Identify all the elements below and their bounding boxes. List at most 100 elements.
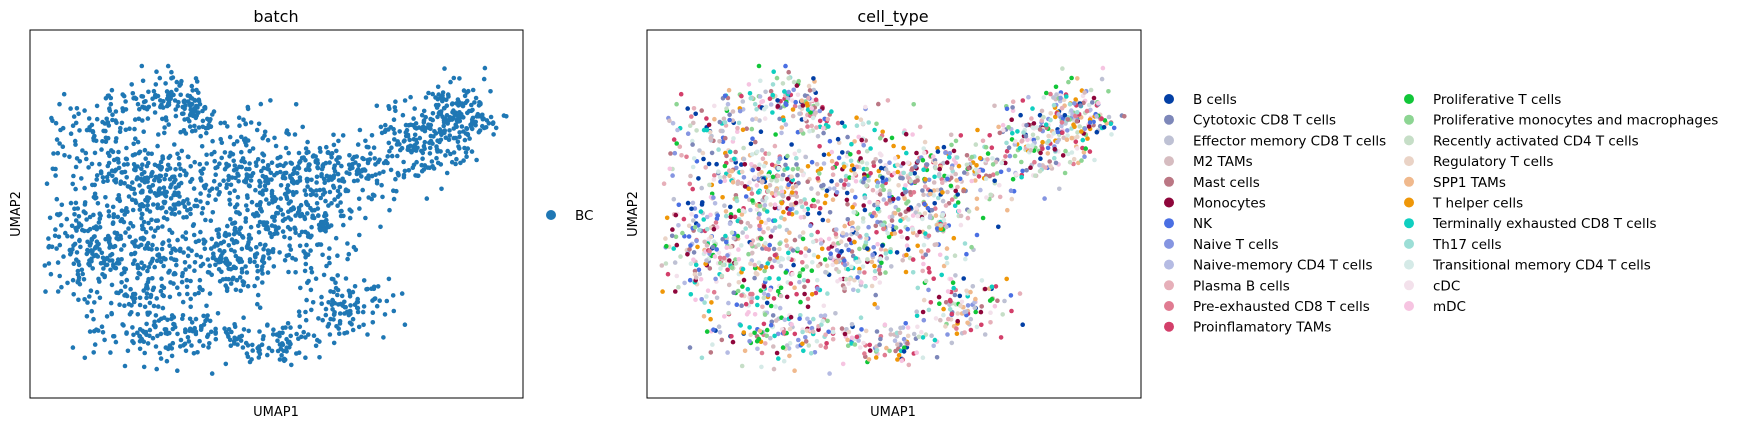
batch-point — [241, 315, 246, 321]
cell-type-point — [845, 343, 851, 349]
batch-point — [267, 255, 272, 261]
batch-point — [119, 208, 125, 213]
batch-point — [203, 182, 209, 188]
cell-type-point — [726, 300, 731, 306]
batch-point — [154, 366, 159, 372]
batch-point — [259, 342, 265, 348]
cell-type-point — [729, 334, 734, 339]
batch-point — [171, 281, 176, 286]
batch-point — [304, 297, 309, 303]
cell-type-point — [863, 104, 868, 110]
cell-type-point — [867, 342, 872, 348]
cell-type-point — [1008, 293, 1014, 298]
batch-point — [464, 126, 470, 131]
cell-type-point — [734, 302, 740, 308]
batch-point — [375, 284, 381, 289]
batch-point — [167, 177, 173, 182]
cell-type-point — [877, 192, 883, 197]
batch-point — [336, 326, 342, 331]
cell-type-point — [1071, 156, 1077, 162]
cell-type-point — [805, 211, 811, 217]
cell-type-point — [701, 156, 706, 162]
batch-point — [110, 221, 116, 226]
cell-type-point — [825, 318, 830, 324]
batch-point — [198, 191, 203, 196]
batch-point — [470, 87, 476, 93]
batch-point — [360, 187, 366, 193]
cell-type-point — [805, 164, 811, 169]
batch-point — [182, 204, 188, 209]
cell-type-point — [920, 268, 925, 274]
batch-point — [344, 330, 350, 335]
cell-type-point — [830, 197, 836, 202]
cell-type-point — [815, 254, 821, 260]
cell-type-point — [929, 333, 934, 339]
cell-type-point — [851, 166, 857, 172]
batch-point — [305, 184, 310, 189]
cell-type-point — [1041, 114, 1046, 120]
batch-point — [314, 201, 320, 206]
cell-type-point — [1060, 130, 1065, 135]
batch-point — [143, 156, 148, 161]
cell-type-point — [788, 281, 794, 286]
batch-point — [361, 304, 367, 309]
cell-type-point — [943, 324, 948, 329]
batch-point — [198, 327, 204, 333]
cell-type-point — [945, 332, 950, 337]
batch-point — [469, 102, 474, 108]
cell-type-point — [926, 177, 932, 183]
cell-type-point — [1075, 134, 1080, 140]
batch-point — [132, 291, 138, 297]
batch-point — [137, 107, 142, 112]
batch-point — [110, 117, 115, 123]
batch-point — [102, 337, 107, 343]
batch-point — [318, 195, 324, 201]
batch-point — [146, 89, 151, 95]
batch-point — [227, 134, 233, 140]
cell-type-point — [973, 296, 978, 302]
batch-point — [77, 159, 83, 164]
batch-point — [260, 256, 266, 261]
batch-point — [73, 164, 79, 170]
cell-type-point — [862, 176, 867, 181]
cell-type-point — [757, 118, 762, 123]
cell-type-point — [764, 327, 770, 333]
cell-type-point — [791, 79, 797, 85]
batch-point — [296, 150, 302, 156]
batch-point — [61, 254, 66, 259]
batch-point — [123, 127, 129, 133]
batch-point — [238, 338, 244, 343]
batch-point — [157, 178, 163, 183]
batch-point — [355, 142, 361, 147]
batch-point — [378, 224, 383, 230]
cell-type-point — [922, 184, 928, 189]
batch-point — [160, 241, 165, 247]
cell-type-point — [880, 183, 885, 189]
batch-point — [208, 117, 213, 122]
batch-point — [234, 277, 240, 283]
cell-type-point — [947, 307, 953, 312]
cell-type-point — [817, 211, 822, 216]
batch-point — [354, 305, 360, 311]
cell-type-point — [965, 303, 971, 308]
batch-point — [179, 279, 185, 285]
batch-point — [439, 186, 444, 192]
cell-type-point — [783, 270, 789, 275]
cell-type-point — [707, 266, 713, 271]
batch-point — [327, 189, 333, 195]
cell-type-point — [815, 263, 821, 269]
batch-point — [152, 191, 158, 196]
cell-type-point — [739, 93, 744, 99]
cell-type-point — [779, 125, 785, 130]
batch-point — [108, 253, 113, 258]
batch-point — [151, 88, 157, 94]
cell-type-point — [717, 119, 723, 125]
batch-point — [123, 266, 129, 272]
batch-point — [109, 87, 115, 93]
batch-point — [270, 332, 276, 337]
cell-type-point — [768, 303, 774, 309]
cell-type-point — [1037, 112, 1043, 118]
cell-type-point — [873, 157, 878, 162]
batch-point — [188, 296, 193, 302]
cell-type-point — [1025, 143, 1031, 149]
